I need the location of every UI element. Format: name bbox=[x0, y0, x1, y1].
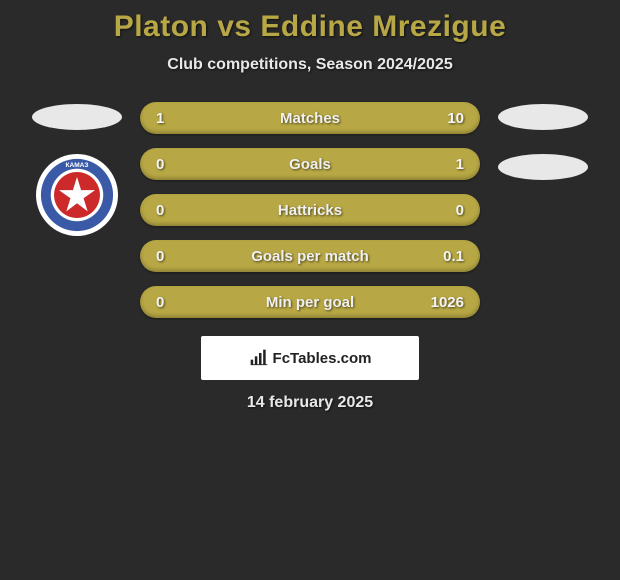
club-right-placeholder-oval bbox=[498, 154, 588, 180]
stat-left-value: 0 bbox=[156, 294, 196, 311]
stat-row-goals: 0 Goals 1 bbox=[140, 148, 480, 180]
stat-right-value: 10 bbox=[424, 110, 464, 127]
stat-row-goals-per-match: 0 Goals per match 0.1 bbox=[140, 240, 480, 272]
player-right-placeholder-oval bbox=[498, 104, 588, 130]
source-badge[interactable]: FcTables.com bbox=[201, 336, 419, 380]
stat-left-value: 0 bbox=[156, 156, 196, 173]
stat-row-hattricks: 0 Hattricks 0 bbox=[140, 194, 480, 226]
stat-right-value: 1 bbox=[424, 156, 464, 173]
stat-label: Goals bbox=[196, 156, 424, 173]
stat-row-min-per-goal: 0 Min per goal 1026 bbox=[140, 286, 480, 318]
stat-right-value: 0.1 bbox=[424, 248, 464, 265]
page-title: Platon vs Eddine Mrezigue bbox=[0, 10, 620, 44]
stat-left-value: 0 bbox=[156, 248, 196, 265]
stat-right-value: 0 bbox=[424, 202, 464, 219]
comparison-card: Platon vs Eddine Mrezigue Club competiti… bbox=[0, 0, 620, 412]
stats-column: 1 Matches 10 0 Goals 1 0 Hattricks 0 0 G… bbox=[140, 102, 480, 318]
stat-left-value: 0 bbox=[156, 202, 196, 219]
stat-label: Matches bbox=[196, 110, 424, 127]
stat-row-matches: 1 Matches 10 bbox=[140, 102, 480, 134]
stat-label: Goals per match bbox=[196, 248, 424, 265]
stat-label: Hattricks bbox=[196, 202, 424, 219]
left-player-col: КАМАЗ bbox=[32, 102, 122, 236]
svg-text:КАМАЗ: КАМАЗ bbox=[65, 162, 88, 169]
stat-label: Min per goal bbox=[196, 294, 424, 311]
right-player-col bbox=[498, 102, 588, 180]
stat-left-value: 1 bbox=[156, 110, 196, 127]
date-label: 14 february 2025 bbox=[0, 394, 620, 412]
main-row: КАМАЗ 1 Matches 10 0 Goals 1 0 Hattricks… bbox=[0, 102, 620, 318]
player-left-placeholder-oval bbox=[32, 104, 122, 130]
club-badge-icon: КАМАЗ bbox=[36, 154, 118, 236]
source-label: FcTables.com bbox=[273, 350, 372, 367]
stat-right-value: 1026 bbox=[424, 294, 464, 311]
subtitle: Club competitions, Season 2024/2025 bbox=[0, 56, 620, 74]
club-badge-left: КАМАЗ bbox=[36, 154, 118, 236]
bar-chart-icon bbox=[249, 348, 269, 368]
